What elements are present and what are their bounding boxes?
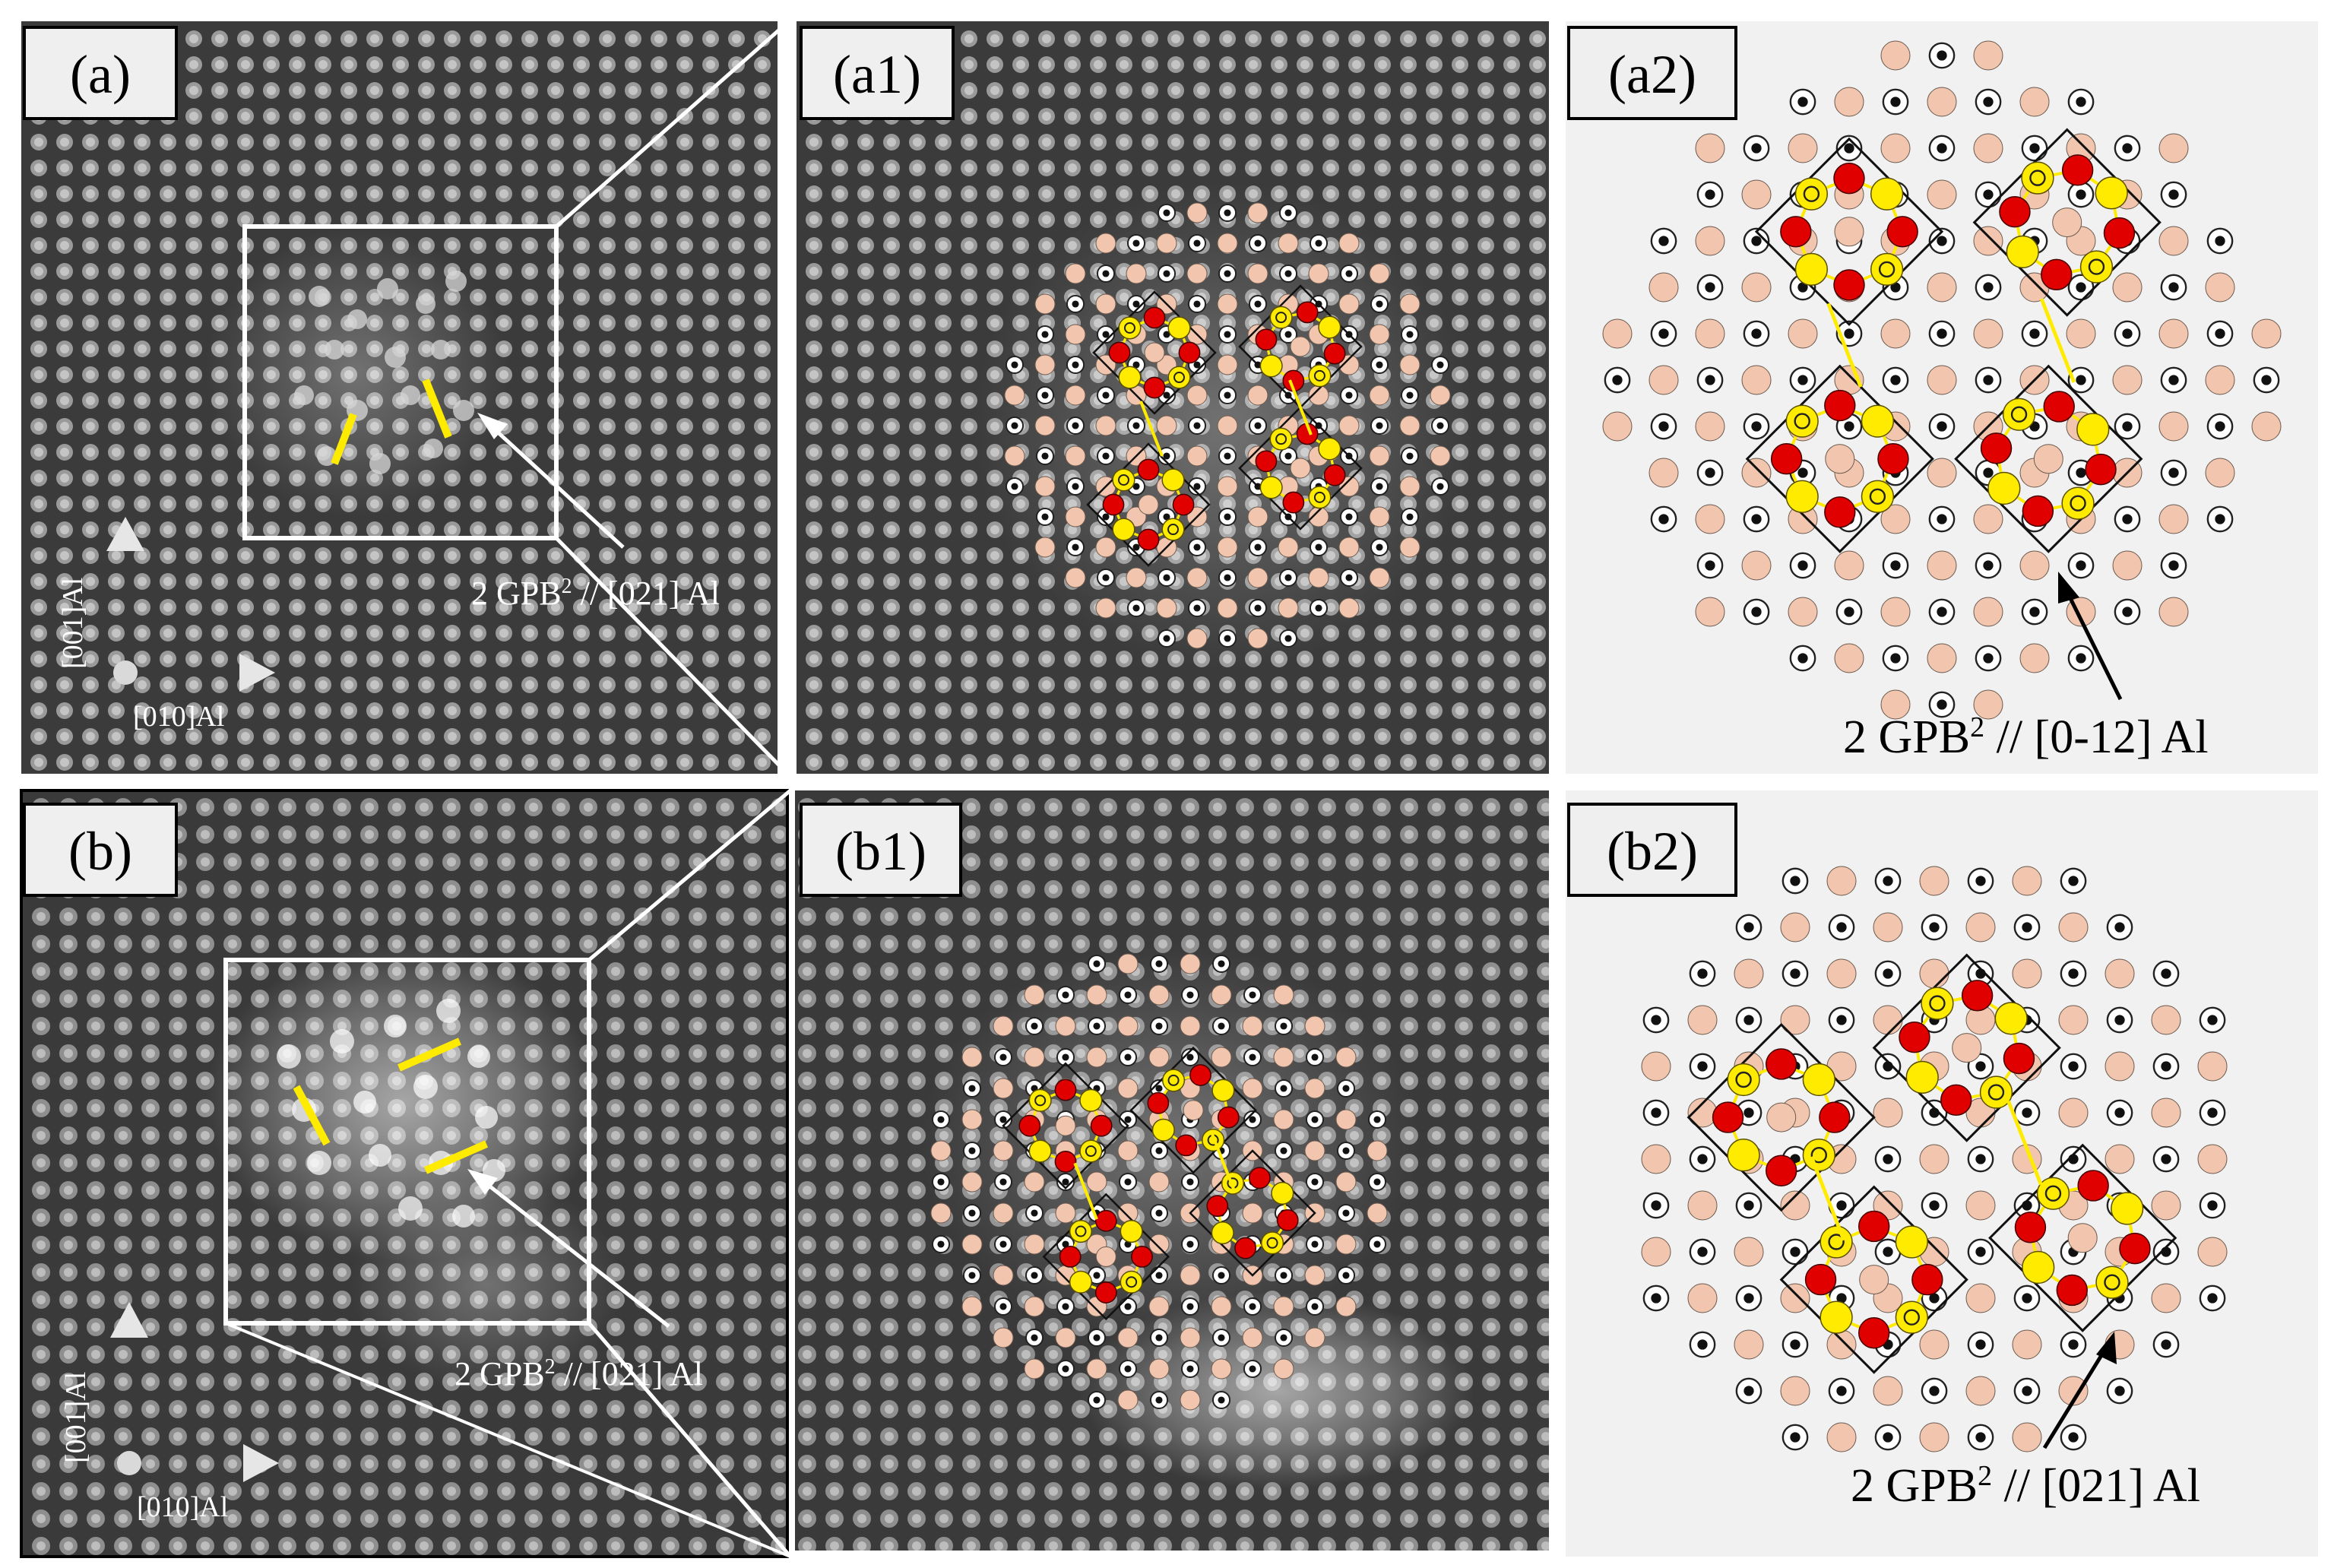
axis-arrows-icon xyxy=(110,1302,279,1482)
pointer-arrow-icon xyxy=(467,1169,670,1328)
axis-arrows-icon xyxy=(106,517,275,692)
gpb-line xyxy=(293,1085,331,1146)
pointer-arrow-icon xyxy=(477,413,625,549)
axis-label-horizontal: [010]Al xyxy=(137,1491,228,1523)
atom-schematic-b2 xyxy=(1641,866,2228,1452)
axis-label-horizontal: [010]Al xyxy=(133,701,224,733)
annotation-a2: 2 GPB2 // [0-12] Al xyxy=(1843,711,2209,763)
pointer-arrow-icon xyxy=(2058,572,2123,701)
annotation-a: 2 GPB2 // [021] Al xyxy=(471,575,720,613)
panel-label-b1: (b1) xyxy=(835,821,926,882)
axis-label-vertical: [001]Al xyxy=(57,578,89,669)
atom-schematic-a2 xyxy=(1602,40,2282,720)
gpb-line xyxy=(423,1140,489,1174)
panel-b1: (b1) xyxy=(795,790,1549,1551)
panel-a2: 2 GPB2 // [0-12] Al (a2) xyxy=(1566,21,2318,774)
panel-b: 2 GPB2 // [021] Al [001]Al [010]Al (b) xyxy=(20,789,792,1558)
gpb-line xyxy=(422,379,452,439)
panel-label-a: (a) xyxy=(70,44,131,105)
panel-label-a2: (a2) xyxy=(1608,44,1696,105)
panel-label-b: (b) xyxy=(68,821,132,882)
panel-a: 2 GPB2 // [021] Al [001]Al [010]Al (a) xyxy=(21,20,790,777)
atom-overlay-a1 xyxy=(1004,202,1451,649)
gpb-line xyxy=(331,413,357,465)
panel-label-a1: (a1) xyxy=(833,44,921,105)
panel-a1: (a1) xyxy=(797,21,1549,774)
panel-label-b2: (b2) xyxy=(1607,821,1698,882)
zoom-frame xyxy=(242,224,559,540)
annotation-b2: 2 GPB2 // [021] Al xyxy=(1851,1460,2200,1512)
atom-overlay-b1 xyxy=(930,953,1388,1411)
panel-b2: 2 GPB2 // [021] Al (b2) xyxy=(1566,790,2318,1557)
zoom-frame xyxy=(223,958,591,1326)
pointer-arrow-icon xyxy=(2042,1332,2117,1449)
gpb-line xyxy=(397,1037,462,1072)
annotation-b: 2 GPB2 // [021] Al xyxy=(454,1355,703,1393)
axis-label-vertical: [001]Al xyxy=(60,1372,92,1463)
